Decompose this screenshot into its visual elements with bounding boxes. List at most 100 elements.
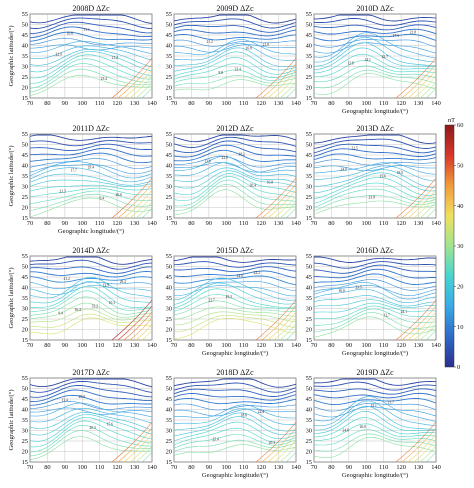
- x-tick-label: 110: [95, 464, 104, 471]
- x-tick-label: 140: [291, 464, 301, 471]
- contour-line: [129, 317, 153, 341]
- contour-line: [29, 143, 153, 152]
- contour-panel-12: 2019D ΔZc 70 80 90 100 110 120 130 140 15 20 25 30 35…: [306, 368, 441, 479]
- contour-line: [267, 311, 297, 341]
- contour-line: [29, 167, 153, 183]
- x-tick-label: 70: [311, 100, 317, 107]
- contour-line: [313, 273, 437, 285]
- contour-line: [419, 81, 437, 99]
- y-tick-label: 25: [306, 438, 312, 445]
- x-tick-label: 120: [256, 100, 266, 107]
- contour-line: [129, 75, 153, 99]
- y-tick-label: 55: [166, 253, 172, 260]
- contour-line: [29, 48, 153, 68]
- contour-panel-10: 2017D ΔZc 70 80 90 100 110 120 130 140 15 20 25 30 35…: [8, 368, 157, 471]
- contour-line: [313, 188, 437, 208]
- contour-line: [173, 393, 297, 401]
- contour-line: [29, 414, 153, 436]
- contour-label: 23.4: [101, 77, 107, 81]
- contour-label: 25.4: [213, 438, 219, 442]
- contour-line: [313, 378, 437, 386]
- contour-line: [29, 161, 153, 179]
- y-tick-label: 50: [22, 22, 28, 29]
- contour-line: [129, 195, 153, 219]
- y-tick-label: 50: [306, 386, 312, 393]
- contour-line: [261, 63, 297, 99]
- contour-label: 14.5: [237, 274, 243, 278]
- contour-line: [313, 261, 437, 269]
- contour-line: [173, 43, 296, 61]
- x-tick-label: 120: [396, 464, 406, 471]
- contour-line: [29, 68, 153, 93]
- colorbar-tick-label: 40: [457, 203, 463, 210]
- y-tick-label: 15: [166, 337, 172, 344]
- x-tick-label: 70: [171, 464, 177, 471]
- contour-line: [313, 406, 437, 418]
- contour-line: [29, 266, 152, 274]
- y-tick-label: 30: [22, 64, 28, 71]
- y-tick-label: 30: [166, 428, 172, 435]
- contour-line: [267, 433, 297, 463]
- contour-line: [173, 388, 297, 397]
- contour-label: 21.9: [263, 43, 269, 47]
- y-tick-label: 55: [166, 375, 172, 382]
- contour-line: [173, 412, 297, 432]
- contour-line: [29, 430, 153, 457]
- contour-line: [29, 256, 153, 265]
- contour-line: [29, 45, 153, 61]
- x-tick-label: 100: [221, 342, 231, 349]
- contour-line: [313, 143, 437, 154]
- contour-line: [313, 24, 437, 31]
- contour-line: [173, 179, 297, 207]
- x-tick-label: 70: [171, 100, 177, 107]
- contour-line: [173, 256, 297, 263]
- x-tick-label: 110: [379, 342, 388, 349]
- contour-line: [173, 275, 297, 286]
- contour-line: [29, 184, 153, 192]
- colorbar-tick-label: 0: [457, 364, 460, 371]
- contour-line: [425, 329, 437, 341]
- x-tick-label: 110: [95, 100, 104, 107]
- contour-panel-6: 2013D ΔZc 70 80 90 100 110 120 130 140 15 20 25 30 35…: [306, 124, 441, 227]
- y-tick-label: 20: [22, 205, 28, 212]
- contour-line: [29, 276, 153, 283]
- panel-title: 2008D ΔZc: [72, 4, 110, 13]
- contour-label: 22.4: [235, 68, 241, 72]
- contour-line: [313, 403, 437, 412]
- x-tick-label: 120: [396, 220, 406, 227]
- x-tick-label: 120: [112, 464, 122, 471]
- contour-line: [30, 271, 153, 278]
- contour-line: [173, 14, 297, 24]
- contour-line: [273, 317, 297, 341]
- y-tick-label: 40: [166, 407, 172, 414]
- contour-lines: 20.3 18.8 25.4 22.4: [173, 378, 297, 463]
- y-tick-label: 40: [166, 163, 172, 170]
- contour-line: [173, 378, 297, 388]
- contour-line: [29, 412, 153, 431]
- contour-line: [173, 416, 297, 437]
- contour-line: [29, 54, 153, 79]
- contour-line: [173, 439, 297, 452]
- x-tick-label: 120: [112, 100, 122, 107]
- contour-label: 16.8: [267, 180, 273, 184]
- contour-line: [29, 173, 153, 186]
- contour-line: [314, 169, 437, 188]
- y-tick-label: 40: [166, 43, 172, 50]
- panel-title: 2017D ΔZc: [72, 368, 110, 377]
- contour-line: [407, 69, 437, 99]
- y-tick-label: 45: [22, 32, 28, 39]
- contour-line: [273, 439, 297, 463]
- contour-panel-7: 2014D ΔZc 70 80 90 100 110 120 130 140 15 20 25 30 35…: [8, 246, 157, 349]
- contour-line: [173, 277, 297, 301]
- y-tick-label: 20: [22, 85, 28, 92]
- x-tick-label: 90: [62, 464, 68, 471]
- contour-line: [313, 433, 437, 452]
- contour-panel-1: 2008D ΔZc 70 80 90 100 110 120 130 140 15 20 25 30 35…: [8, 4, 157, 107]
- contour-line: [425, 87, 437, 99]
- contour-label: 10.3: [109, 301, 115, 305]
- y-tick-label: 45: [22, 152, 28, 159]
- contour-line: [29, 436, 153, 460]
- contour-line: [123, 189, 153, 219]
- contour-line: [29, 285, 153, 295]
- contour-line: [173, 282, 297, 305]
